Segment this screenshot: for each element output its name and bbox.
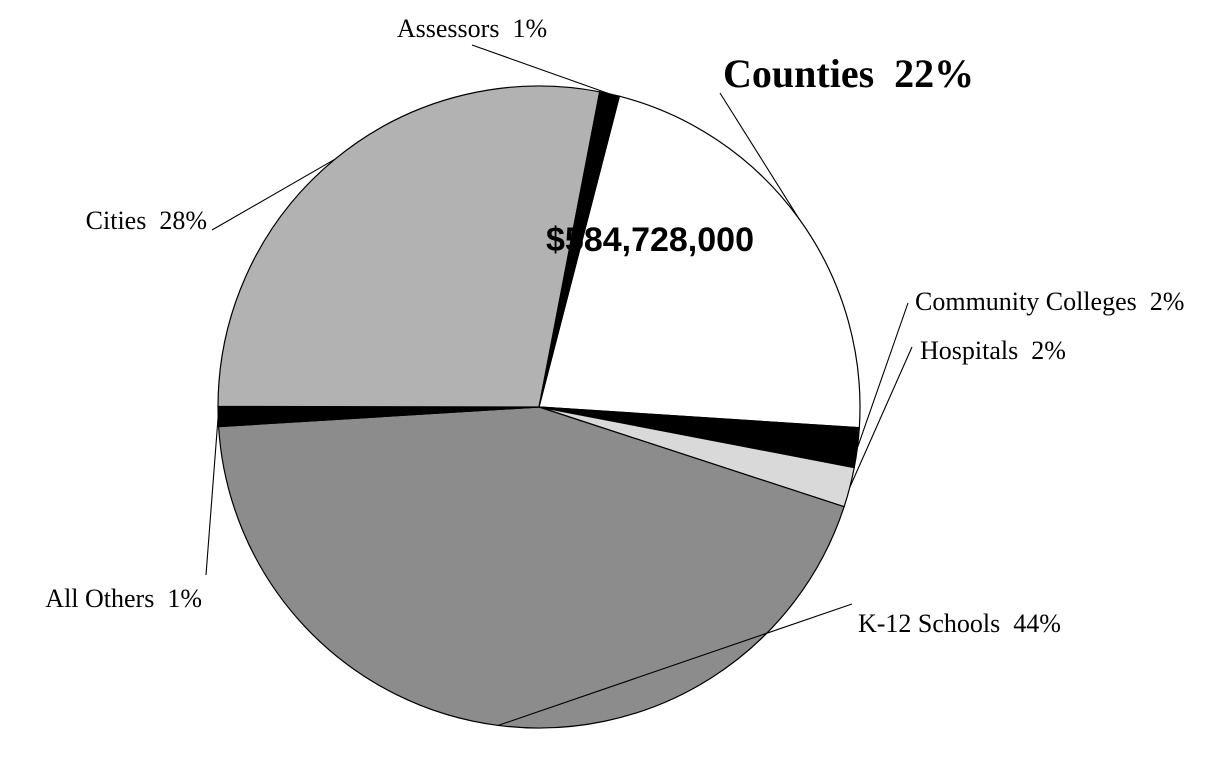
label-assessors: Assessors 1%: [397, 14, 547, 43]
leader-community-colleges: [856, 302, 909, 448]
leader-k-12-schools: [498, 603, 853, 726]
slice-labels: Counties 22% Community Colleges 2% Hospita…: [45, 14, 1184, 638]
label-k-12-schools: K-12 Schools 44%: [858, 609, 1061, 638]
total-amount-label: $584,728,000: [546, 221, 754, 259]
leader-cities: [211, 158, 336, 231]
label-cities: Cities 28%: [86, 206, 207, 235]
label-hospitals: Hospitals 2%: [920, 336, 1066, 365]
leader-assessors: [471, 44, 610, 95]
label-counties: Counties 22%: [723, 51, 974, 96]
leader-hospitals: [849, 346, 913, 488]
slice-counties: [538, 95, 861, 429]
label-all-others: All Others 1%: [45, 584, 202, 613]
leader-lines: [205, 44, 913, 726]
leader-all-others: [205, 416, 219, 576]
label-community-colleges: Community Colleges 2%: [915, 287, 1184, 316]
leader-counties: [719, 92, 800, 220]
slice-cities: [217, 85, 601, 408]
pie-slices: [217, 85, 861, 729]
